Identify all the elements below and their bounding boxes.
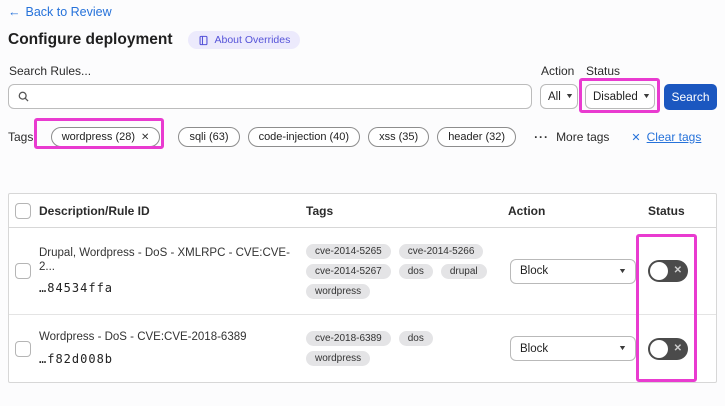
- rule-id: …f82d008b: [39, 351, 114, 366]
- tag-filter[interactable]: xss (35): [368, 127, 430, 147]
- col-header-description: Description/Rule ID: [39, 203, 150, 218]
- tags-bar: Tags: wordpress (28) ✕ sqli (63) code-inj…: [8, 125, 701, 149]
- rule-id: …84534ffa: [39, 281, 114, 296]
- status-filter-select[interactable]: Disabled ▼: [585, 84, 655, 109]
- table-row: Drupal, Wordpress - DoS - XMLRPC - CVE:C…: [9, 228, 716, 315]
- row-checkbox[interactable]: [15, 340, 31, 357]
- about-overrides-label: About Overrides: [214, 34, 291, 46]
- title-row: Configure deployment About Overrides: [8, 31, 301, 49]
- search-icon: [17, 90, 30, 103]
- action-select[interactable]: Block ▼: [510, 258, 636, 284]
- rule-tag: cve-2014-5266: [398, 243, 484, 259]
- action-select-value: Block: [520, 342, 549, 355]
- tags-bar-label: Tags:: [8, 130, 37, 144]
- action-filter-value: All: [548, 90, 561, 103]
- col-header-tags: Tags: [306, 203, 334, 218]
- toggle-knob: [650, 339, 668, 358]
- rule-description: Wordpress - DoS - CVE:CVE-2018-6389: [39, 331, 247, 344]
- rule-tag: wordpress: [306, 283, 371, 299]
- rule-tags: cve-2018-6389 dos wordpress: [306, 315, 508, 382]
- rule-tag: dos: [398, 263, 433, 279]
- search-input-box[interactable]: [8, 84, 532, 109]
- status-toggle[interactable]: ✕: [648, 260, 688, 282]
- rules-table: Description/Rule ID Tags Action Status D…: [8, 193, 717, 383]
- table-row: Wordpress - DoS - CVE:CVE-2018-6389 …f82…: [9, 315, 716, 382]
- col-header-status: Status: [648, 203, 685, 218]
- remove-tag-icon[interactable]: ✕: [141, 131, 150, 143]
- action-select-value: Block: [520, 265, 549, 277]
- back-to-review-link[interactable]: ← Back to Review: [8, 5, 112, 19]
- clear-tags-label: Clear tags: [646, 130, 702, 144]
- rule-description: Drupal, Wordpress - DoS - XMLRPC - CVE:C…: [39, 246, 290, 273]
- table-body: Drupal, Wordpress - DoS - XMLRPC - CVE:C…: [9, 228, 716, 382]
- action-filter-label: Action: [541, 64, 575, 78]
- search-rules-input[interactable]: [36, 89, 523, 104]
- chevron-down-icon: ▼: [564, 93, 574, 100]
- action-filter-select[interactable]: All ▼: [540, 84, 578, 109]
- select-all-checkbox[interactable]: [15, 202, 31, 219]
- row-checkbox[interactable]: [15, 263, 31, 279]
- tag-filter-wordpress[interactable]: wordpress (28) ✕: [50, 127, 161, 147]
- tag-filter[interactable]: header (32): [437, 127, 517, 147]
- status-filter-value: Disabled: [593, 90, 638, 103]
- chevron-down-icon: ▼: [618, 267, 628, 275]
- search-button[interactable]: Search: [664, 84, 717, 110]
- tag-filter-label: wordpress (28): [61, 131, 136, 143]
- action-select[interactable]: Block ▼: [510, 336, 636, 361]
- status-filter-label: Status: [586, 64, 621, 78]
- tag-filter[interactable]: sqli (63): [178, 127, 240, 147]
- status-toggle[interactable]: ✕: [648, 337, 688, 360]
- book-icon: [198, 35, 209, 46]
- rule-tag: dos: [398, 331, 433, 346]
- rule-tag: cve-2018-6389: [306, 331, 391, 346]
- table-header-row: Description/Rule ID Tags Action Status: [9, 194, 716, 228]
- toggle-knob: [650, 262, 668, 280]
- chevron-down-icon: ▼: [641, 93, 651, 100]
- tag-filter[interactable]: code-injection (40): [247, 127, 361, 147]
- back-link-label: Back to Review: [25, 5, 112, 19]
- clear-tags-icon: ✕: [631, 131, 641, 144]
- x-icon: ✕: [673, 265, 682, 276]
- chevron-down-icon: ▼: [618, 345, 628, 352]
- rule-tag: wordpress: [306, 351, 371, 366]
- about-overrides-badge[interactable]: About Overrides: [188, 31, 301, 49]
- search-rules-label: Search Rules...: [9, 64, 92, 78]
- rule-tag: cve-2014-5265: [306, 243, 391, 259]
- page-title: Configure deployment: [8, 31, 173, 48]
- clear-tags-link[interactable]: ✕ Clear tags: [631, 130, 701, 144]
- rule-tag: cve-2014-5267: [306, 263, 391, 279]
- rule-tag: drupal: [440, 263, 487, 279]
- rule-tags: cve-2014-5265 cve-2014-5266 cve-2014-5267 d…: [306, 228, 508, 314]
- more-tags-label: More tags: [556, 130, 610, 144]
- ellipsis-icon: ···: [534, 130, 550, 144]
- more-tags-button[interactable]: ··· More tags: [534, 130, 609, 144]
- back-arrow-icon: ←: [8, 5, 21, 19]
- x-icon: ✕: [673, 342, 682, 354]
- col-header-action: Action: [508, 203, 546, 218]
